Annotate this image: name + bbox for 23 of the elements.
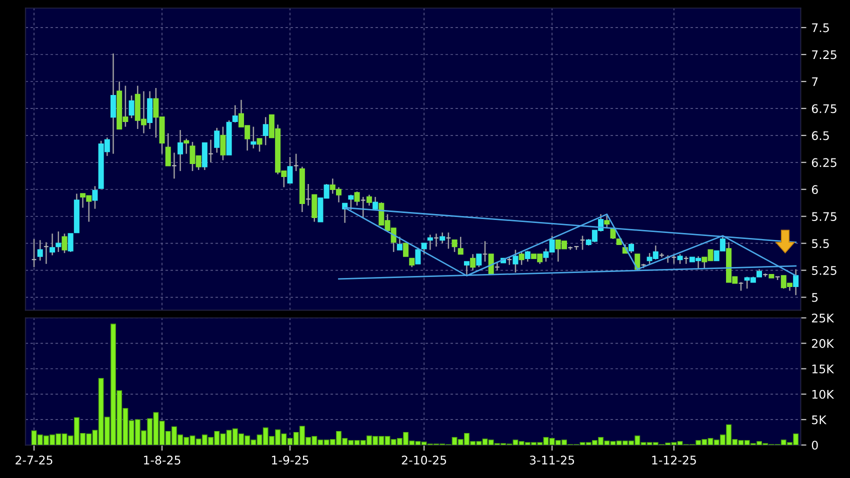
y-tick-label: 10K (812, 390, 834, 399)
x-tick-label: 2-10-25 (402, 456, 446, 465)
y-tick-label: 7.5 (812, 23, 829, 32)
y-tick-label: 15K (812, 364, 834, 374)
y-tick-label: 6.75 (812, 104, 836, 114)
y-tick-label: 5 (812, 293, 818, 302)
x-tick-label: 2-7-25 (16, 456, 52, 465)
x-tick-label: 1-12-25 (652, 456, 696, 465)
y-tick-label: 0 (812, 440, 818, 450)
y-tick-label: 5K (812, 415, 827, 424)
y-tick-label: 5.75 (812, 212, 836, 222)
x-tick-label: 3-11-25 (530, 456, 574, 465)
y-tick-label: 7 (812, 77, 818, 86)
y-tick-label: 5.25 (812, 266, 836, 275)
y-tick-label: 6.25 (812, 158, 836, 168)
y-tick-label: 25K (812, 314, 834, 323)
y-tick-label: 5.5 (812, 239, 829, 248)
x-tick-label: 1-8-25 (144, 456, 180, 465)
x-tick-label: 1-9-25 (272, 456, 308, 465)
y-tick-label: 20K (812, 339, 834, 348)
y-tick-label: 6 (812, 185, 818, 194)
y-tick-label: 7.25 (812, 50, 836, 60)
y-tick-label: 6.5 (812, 131, 829, 140)
